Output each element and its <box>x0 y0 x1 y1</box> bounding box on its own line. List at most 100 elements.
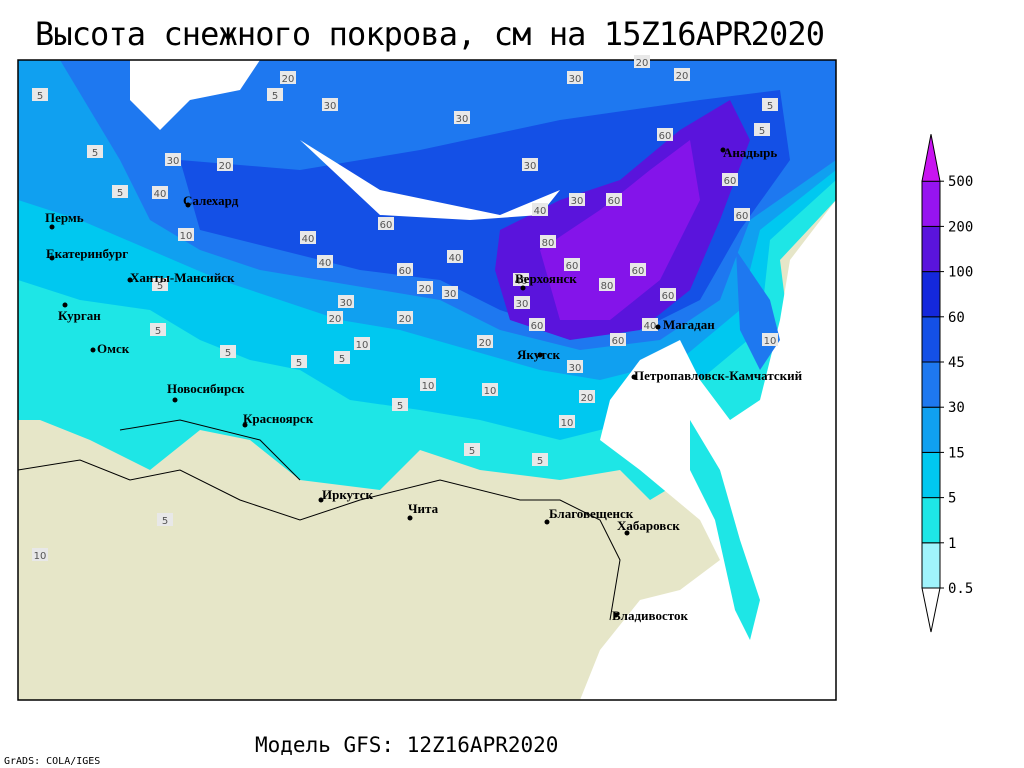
footer-credit: GrADS: COLA/IGES <box>4 756 100 767</box>
city-dot <box>185 202 191 208</box>
labels: 20 5 30 30 30 20 20 5 5 30 20 5 40 10 40 40 60 40 60 20 30 30… <box>32 55 803 623</box>
contour-label: 30 <box>569 363 582 374</box>
contour-label: 5 <box>225 348 231 359</box>
contour-label-box <box>734 208 750 221</box>
legend-label: 30 <box>948 400 965 416</box>
contour-label: 60 <box>659 131 672 142</box>
contour-label-box <box>317 255 333 268</box>
contour-label: 30 <box>524 161 537 172</box>
contour-label-box <box>220 345 236 358</box>
contour-label: 20 <box>282 74 295 85</box>
contour-label-box <box>514 296 530 309</box>
contour-label-box <box>540 235 556 248</box>
legend-band <box>921 497 941 544</box>
city-dot <box>537 352 543 358</box>
contour-label-box <box>32 548 48 561</box>
contour-label-box <box>420 378 436 391</box>
contour-label-box <box>762 333 778 346</box>
city-dot <box>520 285 526 291</box>
contour-label: 20 <box>581 393 594 404</box>
city-label: Красноярск <box>243 411 314 426</box>
contour-label-box <box>522 158 538 171</box>
contour-label: 5 <box>117 188 123 199</box>
city-label: Верхоянск <box>515 271 577 286</box>
contour-label: 5 <box>397 401 403 412</box>
legend-band <box>921 587 941 633</box>
contour-label: 40 <box>534 206 547 217</box>
contour-label: 10 <box>34 551 47 562</box>
map <box>18 60 836 700</box>
contour-label-box <box>322 98 338 111</box>
contour-label-box <box>722 173 738 186</box>
city-label: Чита <box>408 501 439 516</box>
contour-label: 10 <box>356 340 369 351</box>
contour-label: 40 <box>302 234 315 245</box>
contour-label-box <box>559 415 575 428</box>
city-dot <box>318 497 324 503</box>
contour-label: 5 <box>272 91 278 102</box>
city-label: Благовещенск <box>549 506 634 521</box>
contour-label-box <box>532 453 548 466</box>
contour-label: 20 <box>479 338 492 349</box>
city-dot <box>631 374 637 380</box>
contour-label: 30 <box>324 101 337 112</box>
contour-label-box <box>569 193 585 206</box>
contour-label-box <box>157 513 173 526</box>
contour-label: 30 <box>167 156 180 167</box>
legend-band <box>921 134 941 182</box>
contour-label: 20 <box>676 71 689 82</box>
city-label: Омск <box>97 341 130 356</box>
legend-label: 0.5 <box>948 581 973 597</box>
contour-label-box <box>567 71 583 84</box>
contour-label-box <box>660 288 676 301</box>
legend-label: 500 <box>948 174 973 190</box>
contour-label: 5 <box>296 358 302 369</box>
contour-label: 10 <box>422 381 435 392</box>
contour-label-box <box>657 128 673 141</box>
city-label: Ханты-Мансийск <box>130 270 235 285</box>
contour-label: 10 <box>764 336 777 347</box>
contour-label-box <box>564 258 580 271</box>
contour-label-box <box>291 355 307 368</box>
city-dot <box>62 302 68 308</box>
contour-label: 40 <box>644 321 657 332</box>
contour-label: 20 <box>419 284 432 295</box>
contour-label-box <box>338 295 354 308</box>
contour-label: 5 <box>339 354 345 365</box>
footer-model: Модель GFS: 12Z16APR2020 <box>255 733 558 757</box>
contour-label-box <box>447 250 463 263</box>
contour-label: 20 <box>329 314 342 325</box>
city-label: Пермь <box>45 210 84 225</box>
city-dot <box>49 255 55 261</box>
contour-label: 40 <box>319 258 332 269</box>
city-dot <box>127 277 133 283</box>
contour-label: 5 <box>157 281 163 292</box>
city-label: Салехард <box>183 193 239 208</box>
contour-label: 60 <box>724 176 737 187</box>
contour-label: 5 <box>469 446 475 457</box>
city-dot <box>655 324 661 330</box>
snow-7 <box>540 140 700 320</box>
contour-label-box <box>606 193 622 206</box>
city-label: Петропавловск-Камчатский <box>634 368 803 383</box>
contour-label-box <box>178 228 194 241</box>
contour-label: 20 <box>399 314 412 325</box>
contour-label: 5 <box>155 326 161 337</box>
legend-band <box>921 225 941 273</box>
contour-label-box <box>392 398 408 411</box>
contour-label-box <box>599 278 615 291</box>
contour-label-box <box>150 323 166 336</box>
legend-band <box>921 542 941 589</box>
legend-label: 45 <box>948 355 965 371</box>
contour-label-box <box>674 68 690 81</box>
contour-label: 60 <box>736 211 749 222</box>
contour-label-box <box>464 443 480 456</box>
contour-label: 60 <box>632 266 645 277</box>
contour-label-box <box>754 123 770 136</box>
legend-band <box>921 451 941 499</box>
contour-label-box <box>762 98 778 111</box>
contour-label-box <box>300 231 316 244</box>
city-label: Новосибирск <box>167 381 245 396</box>
legend-label: 200 <box>948 219 973 235</box>
